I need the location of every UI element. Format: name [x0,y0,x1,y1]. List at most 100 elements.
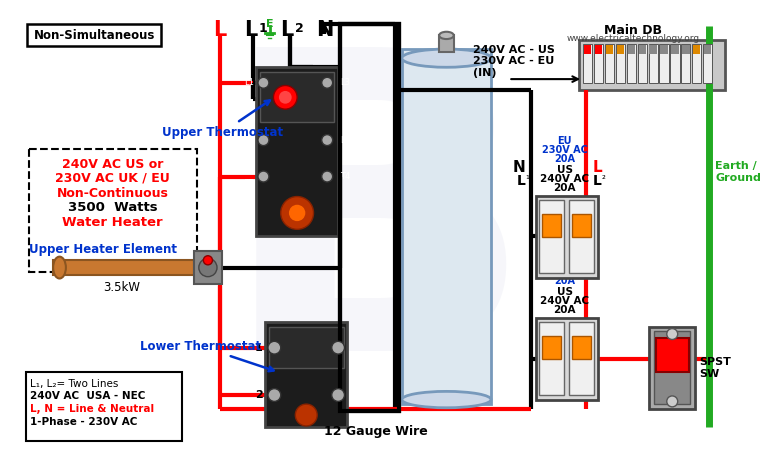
Text: Upper Heater Element: Upper Heater Element [29,243,177,256]
Bar [615,44,625,83]
Bar [539,200,564,273]
Bar [648,44,658,83]
Text: T2: T2 [244,180,254,188]
Bar [542,336,561,359]
Text: US: US [557,287,573,297]
Text: 20A: 20A [554,183,576,193]
Text: Water Heater: Water Heater [62,216,163,229]
Text: T1: T1 [244,167,254,176]
Text: US: US [557,164,573,175]
Bar [569,322,594,395]
Text: 2: 2 [255,390,263,400]
Bar [661,45,668,54]
Text: ₁: ₁ [526,171,530,181]
Text: L2: L2 [244,136,254,145]
Bar [572,336,591,359]
Circle shape [274,86,297,109]
Ellipse shape [402,49,491,67]
Text: 230V AC - EU: 230V AC - EU [473,56,554,66]
Bar [580,40,725,90]
Text: 1: 1 [259,22,268,35]
Bar [626,44,636,83]
Bar [53,260,194,275]
Text: T4: T4 [340,172,350,181]
Text: 3500  Watts: 3500 Watts [68,201,157,214]
Text: Non-Simultaneous: Non-Simultaneous [34,29,154,42]
Text: 20A: 20A [554,305,576,315]
Circle shape [321,77,332,88]
Circle shape [258,171,269,182]
Circle shape [281,196,314,229]
Text: 20A: 20A [555,276,576,286]
Circle shape [289,205,305,221]
Bar [265,322,347,427]
Ellipse shape [439,32,454,39]
Bar [604,44,614,83]
Text: L: L [281,20,294,40]
Bar [704,44,712,83]
Bar [639,45,646,54]
Bar [595,45,602,54]
Bar [637,44,647,83]
Bar [693,45,700,54]
Bar [704,45,711,54]
Bar [650,45,657,54]
Bar [583,44,592,83]
Text: 3.5kW: 3.5kW [103,281,140,294]
Text: 12 Gauge Wire: 12 Gauge Wire [324,425,428,438]
Text: EU: EU [558,258,572,267]
Circle shape [296,404,317,426]
Bar [659,44,668,83]
Bar [572,214,591,236]
Text: 230V AC UK / EU: 230V AC UK / EU [55,172,170,185]
Circle shape [332,389,345,401]
Text: L: L [593,174,602,188]
Text: L: L [517,174,526,188]
Bar [569,200,594,273]
Bar [654,331,690,404]
Bar [594,44,603,83]
Text: B: B [218,34,535,438]
Circle shape [268,389,281,401]
Text: Earth /
Ground: Earth / Ground [715,161,761,183]
Circle shape [321,171,332,182]
Bar [656,337,689,372]
Bar [256,67,338,235]
Text: 2: 2 [296,22,304,35]
Text: Main DB: Main DB [604,24,662,38]
Text: L₁, L₂= Two Lines: L₁, L₂= Two Lines [30,379,119,389]
Circle shape [332,341,345,354]
Ellipse shape [402,392,491,408]
Bar [402,49,491,404]
Text: 240V AC: 240V AC [541,296,590,306]
Text: SPST
SW: SPST SW [700,357,732,378]
Circle shape [258,134,269,146]
Text: 240V AC  USA - NEC: 240V AC USA - NEC [30,392,146,401]
Text: 20A: 20A [555,154,576,164]
Text: E: E [266,19,274,29]
Bar [539,322,564,395]
Circle shape [258,77,269,88]
Text: (IN): (IN) [473,68,496,78]
Bar [682,45,690,54]
Text: 230V AC: 230V AC [542,145,588,155]
Text: www.electricaltechnology.org: www.electricaltechnology.org [566,33,700,43]
Text: L: L [593,160,603,175]
Circle shape [321,134,332,146]
Text: L: L [213,20,226,40]
Bar [542,214,561,236]
Bar [29,149,197,272]
Bar [650,327,695,409]
Text: ₂: ₂ [601,171,605,181]
Bar [439,35,454,52]
Bar [340,24,399,411]
Text: Upper Thermostat: Upper Thermostat [162,101,283,139]
Text: 1: 1 [255,343,263,352]
Circle shape [199,258,217,277]
Text: 1-Phase - 230V AC: 1-Phase - 230V AC [30,417,138,427]
Bar [584,45,591,54]
Text: L: L [244,20,257,40]
Text: 240V AC US or: 240V AC US or [62,158,163,172]
Bar [194,251,222,284]
Bar [536,196,597,278]
